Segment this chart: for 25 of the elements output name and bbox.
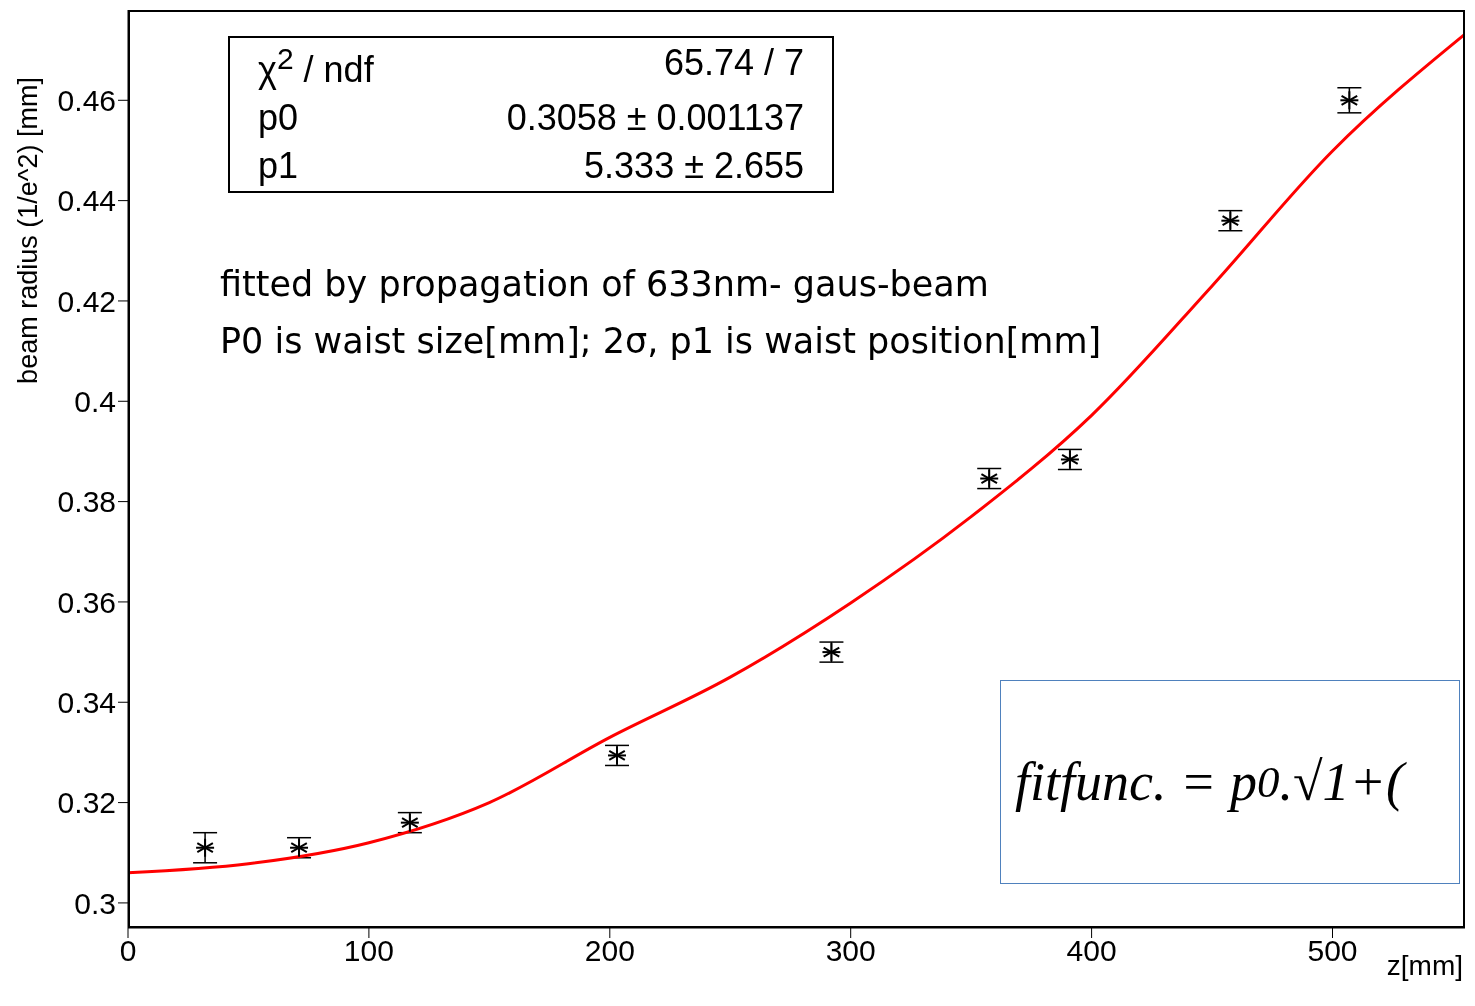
y-tick-label: 0.46	[57, 83, 116, 117]
x-tick-label: 200	[584, 934, 635, 968]
annotation: χ$^{2}$ / ndf	[258, 42, 374, 91]
x-tick-label: 0	[119, 934, 137, 968]
annotation: p0	[258, 97, 300, 139]
y-tick-label: 0.4	[74, 384, 116, 418]
y-tick-label: 0.34	[57, 685, 116, 719]
y-tick-label: 0.44	[57, 184, 116, 218]
x-tick-label: 100	[343, 934, 394, 968]
annotation: 5.333 ± 2.655	[583, 145, 804, 187]
annotation: P0 is waist size[mm]; 2σ, p1 is waist position[mm]	[220, 320, 1102, 363]
annotation: fitted by propagation of 633nm- gaus-beam	[220, 263, 990, 306]
y-tick-label: 0.42	[57, 284, 116, 318]
annotation: 65.74 / 7	[662, 42, 804, 85]
x-tick-label: 500	[1307, 934, 1358, 968]
x-tick-label: 400	[1066, 934, 1117, 968]
annotation: p1	[258, 145, 300, 187]
y-tick-label: 0.3	[74, 886, 116, 920]
y-tick-label: 0.32	[57, 786, 116, 820]
x-tick-label: 300	[825, 934, 876, 968]
annotation: 0.3058 ± 0.001137	[505, 97, 804, 139]
x-axis-title: z[mm]	[1386, 950, 1463, 982]
y-axis-title: beam radius (1/e^2) [mm]	[12, 76, 44, 384]
y-tick-label: 0.38	[57, 485, 116, 519]
y-tick-label: 0.36	[57, 585, 116, 619]
